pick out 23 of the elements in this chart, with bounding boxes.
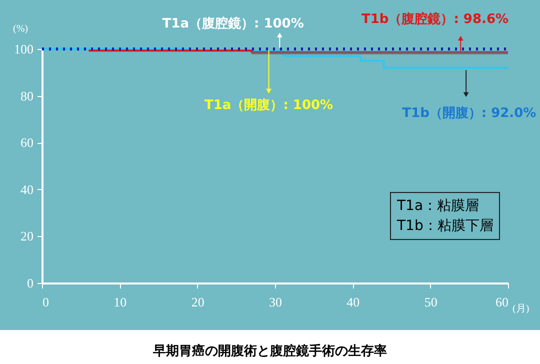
- x-tick-label: 20: [191, 294, 204, 310]
- y-tick-label: 100: [14, 42, 34, 56]
- annotation: T1a（腹腔鏡）: 100%: [162, 15, 304, 32]
- x-tick-label: 50: [424, 294, 438, 310]
- x-axis-title: (月): [512, 304, 530, 314]
- y-tick-label: 80: [20, 88, 34, 104]
- y-axis-title: (%): [13, 24, 28, 34]
- y-tick-label: 40: [20, 182, 34, 197]
- annotation: T1b（開腹）: 92.0%: [402, 106, 536, 122]
- x-tick-label: 10: [114, 294, 127, 310]
- annotation: T1b（腹腔鏡）: 98.6%: [361, 11, 509, 28]
- y-tick-label: 20: [20, 228, 34, 244]
- annotation: T1b：粘膜下層: [397, 217, 494, 236]
- x-tick-label: 30: [269, 294, 282, 310]
- x-tick-label: 40: [346, 294, 360, 310]
- text: 早期胃癌の開腹術と腹腔鏡手術の生存率: [152, 342, 388, 360]
- y-tick-label: 60: [20, 135, 34, 150]
- x-tick-label: 60: [496, 294, 508, 310]
- x-tick-label: 0: [42, 294, 49, 310]
- text-box: T1a：粘膜層 T1b：粘膜下層: [390, 192, 500, 240]
- annotation: T1a（開腹）: 100%: [204, 98, 334, 114]
- y-tick-label: 0: [27, 276, 34, 290]
- annotation: T1a：粘膜層: [397, 197, 480, 216]
